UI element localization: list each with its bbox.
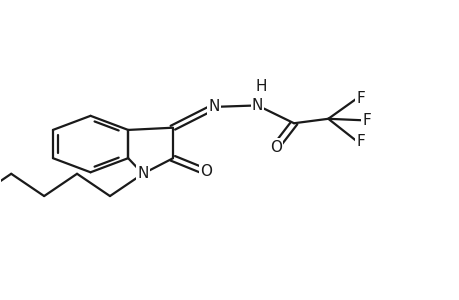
Text: N: N: [137, 166, 148, 181]
Text: F: F: [356, 91, 364, 106]
Text: N: N: [208, 99, 219, 114]
Text: H: H: [255, 79, 266, 94]
Text: O: O: [269, 140, 281, 154]
Text: N: N: [251, 98, 263, 113]
Text: F: F: [362, 113, 370, 128]
Text: O: O: [199, 164, 211, 179]
Text: F: F: [356, 134, 364, 148]
